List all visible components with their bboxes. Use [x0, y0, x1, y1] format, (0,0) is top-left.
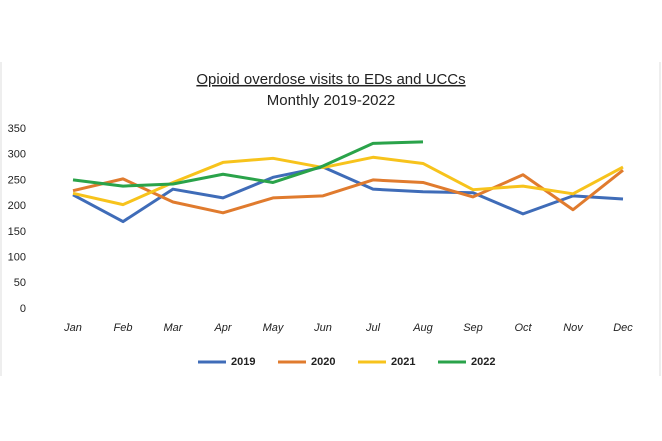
series-line [72, 168, 624, 215]
legend-label: 2020 [311, 356, 335, 368]
chart-subtitle: Monthly 2019-2022 [267, 92, 395, 109]
x-tick-label: Jun [313, 322, 332, 334]
x-tick-label: Feb [114, 322, 133, 334]
series-line [72, 140, 424, 188]
series-line [72, 165, 624, 224]
chart-title: Opioid overdose visits to EDs and UCCs [196, 71, 465, 88]
x-tick-label: Mar [164, 322, 184, 334]
y-tick-label: 250 [8, 174, 26, 186]
series-line [72, 155, 624, 207]
x-tick-label: Apr [213, 322, 232, 334]
x-tick-label: Aug [412, 322, 433, 334]
y-tick-label: 150 [8, 226, 26, 238]
x-tick-label: Jan [63, 322, 82, 334]
y-tick-label: 200 [8, 200, 26, 212]
x-tick-label: Jul [365, 322, 381, 334]
x-tick-label: Nov [563, 322, 584, 334]
y-tick-label: 50 [14, 277, 26, 289]
y-tick-label: 350 [8, 123, 26, 135]
x-tick-label: Sep [463, 322, 483, 334]
y-tick-label: 300 [8, 149, 26, 161]
legend-label: 2019 [231, 356, 255, 368]
y-tick-label: 100 [8, 251, 26, 263]
x-tick-label: May [263, 322, 285, 334]
y-tick-label: 0 [20, 303, 26, 315]
legend-label: 2021 [391, 356, 415, 368]
legend-label: 2022 [471, 356, 495, 368]
x-tick-label: Oct [514, 322, 532, 334]
x-tick-label: Dec [613, 322, 633, 334]
